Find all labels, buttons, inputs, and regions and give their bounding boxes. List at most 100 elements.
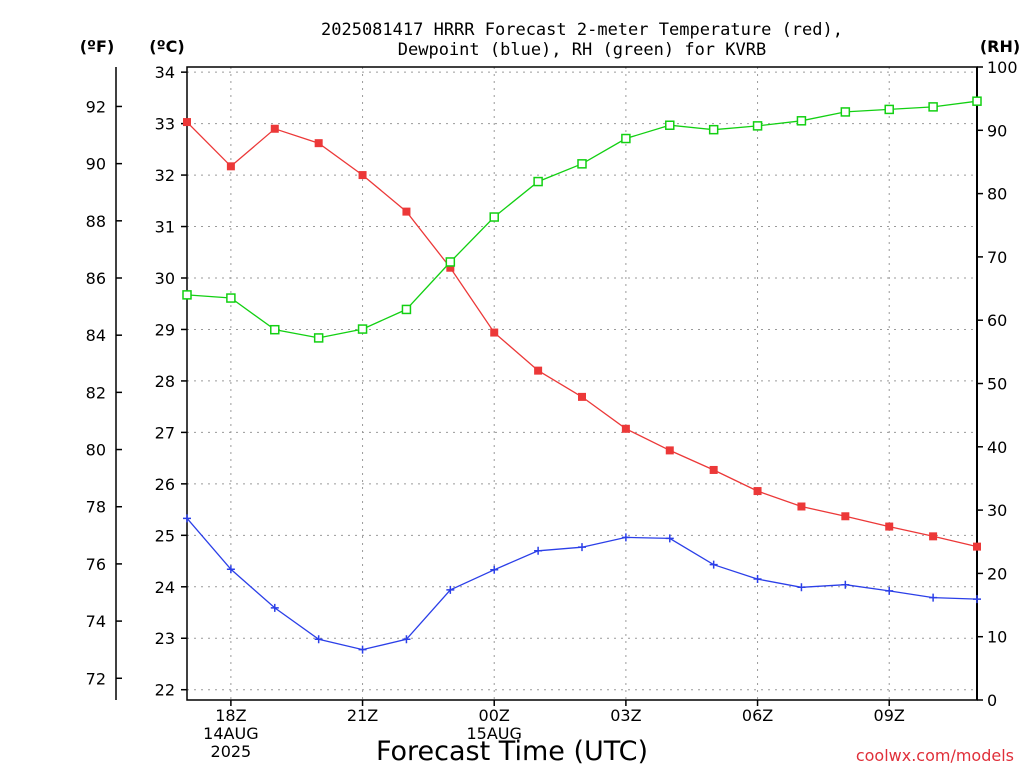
celsius-tick-label: 31 [155,218,175,237]
rh-tick-label: 100 [987,58,1018,77]
temperature-point [578,392,586,401]
rh-point [577,159,587,169]
axes-layer: 22 23 24 25 26 27 28 29 30 31 32 33 34 72 74 76 78 80 82 84… [86,58,1018,761]
rh-point [972,96,982,106]
rh-tick-label: 60 [987,311,1007,330]
temperature-point [797,502,806,511]
dewpoint-point [753,575,762,584]
fahrenheit-tick-label: 78 [86,498,106,517]
dewpoint-point [183,514,191,523]
temperature-point [446,263,455,272]
rh-tick-label: 80 [987,185,1007,204]
x-tick-label: 18Z [215,706,246,725]
dewpoint-point [578,543,586,552]
fahrenheit-unit-label: (ºF) [80,37,115,56]
rh-tick-label: 10 [987,628,1007,647]
x-tick-label: 00Z [479,706,510,725]
x-axis-label: Forecast Time (UTC) [376,736,648,767]
celsius-tick-label: 23 [155,629,175,648]
celsius-tick-label: 26 [155,475,175,494]
celsius-tick-label: 33 [155,115,175,134]
temperature-point [841,512,850,521]
dewpoint-point [929,593,938,602]
temperature-point [183,118,191,127]
temperature-point [753,487,762,496]
celsius-tick-label: 24 [155,578,175,597]
rh-point [445,257,456,267]
dewpoint-point [358,645,367,654]
rh-point [884,104,894,115]
fahrenheit-tick-label: 74 [86,612,106,631]
celsius-tick-label: 28 [155,372,175,391]
x-tick-label: 2025 [211,742,252,761]
rh-point [313,333,324,343]
temperature-point [226,162,235,171]
dewpoint-point [797,583,806,592]
rh-point [226,293,236,303]
celsius-tick-label: 30 [155,269,175,288]
temperature-point [314,139,323,148]
temperature-point [665,446,674,455]
rh-point [489,212,499,222]
fahrenheit-tick-label: 88 [86,212,106,231]
rh-unit-label: (RH) [980,37,1020,56]
rh-point [621,133,631,144]
rh-tick-label: 40 [987,438,1007,457]
x-tick-label: 15AUG [467,724,522,743]
chart-title-line-2: Dewpoint (blue), RH (green) for KVRB [398,40,766,60]
dewpoint-point [226,565,235,574]
x-tick-label: 03Z [610,706,641,725]
dewpoint-point [270,603,279,612]
fahrenheit-tick-label: 92 [86,97,106,116]
temperature-point [490,328,499,337]
rh-point [752,121,763,131]
dewpoint-point [709,560,718,569]
celsius-unit-label: (ºC) [149,37,184,56]
rh-point [401,304,412,315]
dewpoint-point [402,635,411,644]
fahrenheit-tick-label: 80 [86,441,106,460]
fahrenheit-tick-label: 86 [86,269,106,288]
rh-series-line [186,100,978,339]
rh-tick-label: 20 [987,564,1007,583]
celsius-tick-label: 25 [155,526,175,545]
rh-tick-label: 70 [987,248,1007,267]
x-tick-label: 21Z [347,706,378,725]
x-tick-label: 06Z [742,706,773,725]
credit-label: coolwx.com/models [856,746,1014,765]
rh-tick-label: 90 [987,121,1007,140]
dewpoint-point [841,580,850,589]
rh-point [665,120,675,130]
celsius-tick-label: 34 [155,63,175,82]
dewpoint-series-line [186,517,978,651]
temperature-point [358,171,367,180]
rh-point [182,290,192,300]
fahrenheit-tick-label: 82 [86,383,106,402]
celsius-tick-label: 32 [155,166,175,185]
fahrenheit-tick-label: 90 [86,155,106,174]
chart-title-line-1: 2025081417 HRRR Forecast 2-meter Tempera… [321,20,843,40]
rh-tick-label: 0 [987,691,997,710]
fahrenheit-tick-label: 72 [86,669,106,688]
fahrenheit-tick-label: 84 [86,326,106,345]
celsius-tick-label: 22 [155,681,175,700]
temperature-series-line [186,121,978,548]
temperature-point [929,532,938,541]
rh-point [840,107,851,117]
series-layer [182,96,982,654]
rh-point [928,102,938,112]
temperature-point [402,207,411,216]
rh-point [270,324,280,335]
rh-point [708,124,719,135]
dewpoint-point [314,635,323,644]
dewpoint-point [665,534,674,543]
rh-point [533,176,543,187]
celsius-tick-label: 29 [155,320,175,339]
rh-tick-label: 50 [987,375,1007,394]
fahrenheit-tick-label: 76 [86,555,106,574]
dewpoint-point [534,546,543,555]
temperature-point [534,366,543,375]
dewpoint-point [885,586,894,595]
dewpoint-point [490,565,499,574]
